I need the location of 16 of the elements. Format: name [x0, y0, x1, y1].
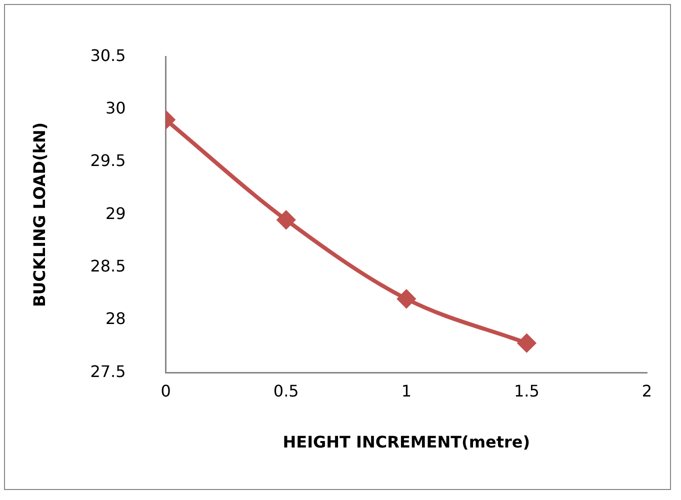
y-tick-label: 28.5	[90, 256, 126, 276]
y-tick-label: 27.5	[90, 362, 126, 381]
x-tick-label: 1.5	[514, 381, 540, 400]
x-tick-label: 2	[642, 381, 652, 400]
x-axis-title: HEIGHT INCREMENT(metre)	[282, 432, 530, 452]
x-tick-label: 0	[160, 381, 171, 400]
y-tick-label: 29.5	[90, 151, 126, 170]
y-tick-label: 30.5	[90, 46, 126, 65]
x-tick-label: 1	[401, 381, 412, 400]
x-tick-label: 0.5	[273, 381, 299, 400]
y-tick-label: 28	[105, 309, 126, 328]
y-tick-label: 29	[105, 204, 126, 223]
y-axis-title: BUCKLING LOAD(kN)	[30, 122, 49, 307]
point	[397, 290, 416, 308]
point	[518, 334, 536, 352]
y-tick-label: 30	[105, 98, 126, 118]
